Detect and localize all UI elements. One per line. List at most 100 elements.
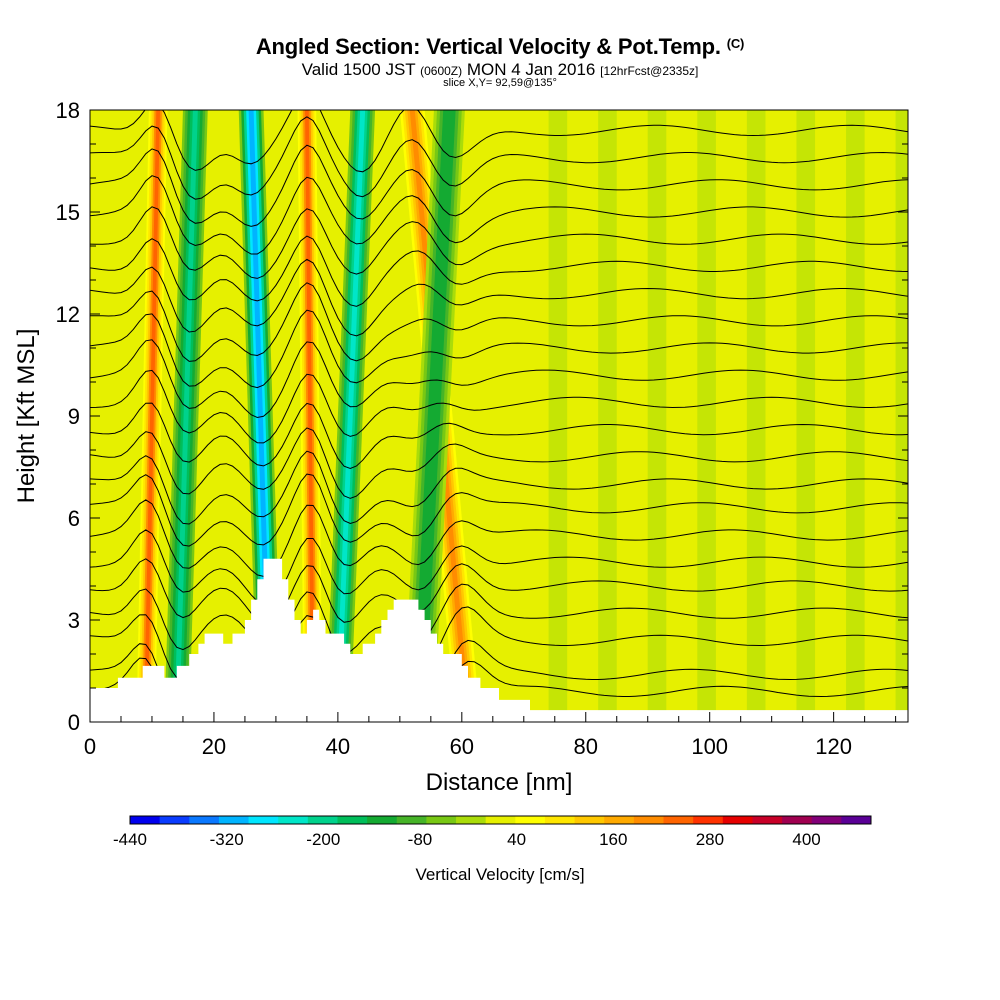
colorbar-swatch [515,816,546,824]
field-patch [647,110,667,722]
colorbar-swatch [396,816,427,824]
theta-contour [90,258,908,337]
colorbar-swatch [604,816,635,824]
colorbar-swatch [841,816,872,824]
field-patch [598,110,617,722]
field-patch [821,110,840,722]
velocity-band-7 [415,110,453,722]
colorbar-swatch [663,816,694,824]
theta-contour [90,473,908,547]
field-patch [548,110,568,722]
valid-utc: (0600Z) [420,64,463,78]
colorbar-tick-label: -320 [210,830,244,849]
x-tick-label: 100 [691,734,728,759]
velocity-band-1 [143,110,161,722]
theta-contour [90,144,908,227]
x-tick-label: 120 [815,734,852,759]
terrain [90,558,908,722]
colorbar-tick-label: 160 [599,830,627,849]
colorbar-swatch [278,816,309,824]
x-tick-label: 20 [202,734,226,759]
colorbar-swatch [218,816,250,824]
x-tick-label: 40 [326,734,350,759]
theta-contour [90,116,908,200]
theta-contour [90,369,908,444]
colorbar-swatch [782,816,813,824]
chart-title: Angled Section: Vertical Velocity & Pot.… [0,34,1000,60]
x-tick-label: 80 [574,734,598,759]
colorbar-swatch [337,816,368,824]
field-patch [846,110,865,722]
colorbar-swatch [367,816,398,824]
colorbar-swatch [485,816,516,824]
colorbar-swatch [426,816,457,824]
colorbar-swatch [130,816,161,824]
colorbar-frame [129,815,872,825]
theta-contour [90,309,908,389]
theta-contour [90,499,908,577]
y-tick-label: 18 [56,98,80,123]
x-tick-label: 60 [450,734,474,759]
theta-contour [90,235,908,307]
y-tick-label: 12 [56,302,80,327]
colorbar-swatch [574,816,605,824]
theta-contour [90,402,908,470]
theta-contour [90,558,908,625]
y-tick-label: 6 [68,506,80,531]
field-patch [796,110,816,722]
chart-subtitle: Valid 1500 JST (0600Z) MON 4 Jan 2016 [1… [0,60,1000,80]
colorbar-swatch [248,816,279,824]
velocity-band-5 [335,110,366,722]
colorbar-swatch [544,816,576,824]
colorbar-tick-label: 400 [792,830,820,849]
theta-contour [90,206,908,279]
y-axis-label: Height [Kft MSL] [13,329,40,504]
x-tick-label: 0 [84,734,96,759]
velocity-band-2 [174,110,198,722]
y-tick-label: 15 [56,200,80,225]
field-patch [672,110,692,722]
theta-contour [90,583,908,653]
theta-contour [90,175,908,255]
y-tick-label: 3 [68,608,80,633]
theta-contour [90,110,908,173]
colorbar-tick-label: -200 [306,830,340,849]
slice-info: slice X,Y= 92,59@135° [443,77,557,89]
y-tick-label: 0 [68,710,80,735]
theta-contour [90,339,908,419]
chart-title-text: Angled Section: Vertical Velocity & Pot.… [255,34,721,59]
field-patch [746,110,766,722]
field-patch [523,110,543,722]
colorbar-tick-label: -80 [408,830,433,849]
field-patch [573,110,592,722]
colorbar-swatch [307,816,338,824]
velocity-field [90,110,908,722]
colorbar-tick-label: 280 [696,830,724,849]
colorbar-tick-label: 40 [507,830,526,849]
colorbar-swatch [456,816,487,824]
field-patch [870,110,890,722]
valid-time: Valid 1500 JST [301,60,416,79]
colorbar-swatch [189,816,220,824]
colorbar-tick-label: -440 [113,830,147,849]
theta-contour [90,529,908,605]
chart-title-unit: (C) [726,36,745,51]
colorbar-label: Vertical Velocity [cm/s] [415,865,585,884]
field-patch [771,110,791,722]
theta-contour [90,427,908,499]
theta-contour [90,450,908,525]
x-axis-label: Distance [nm] [426,769,573,796]
velocity-band-4 [305,110,315,722]
colorbar-swatch [722,816,753,824]
theta-contour [90,282,908,362]
field-patch [622,110,642,722]
field-patch [697,110,716,722]
valid-date: MON 4 Jan 2016 [466,60,596,79]
colorbar-swatch [633,816,665,824]
colorbar-swatch [811,816,842,824]
colorbar-swatch [693,816,724,824]
y-tick-label: 9 [68,404,80,429]
forecast-info: [12hrFcst@2335z] [600,64,699,78]
colorbar-swatch [752,816,783,824]
